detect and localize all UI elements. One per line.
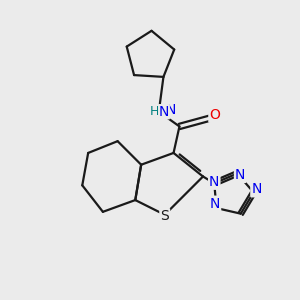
- Text: N: N: [251, 182, 262, 197]
- Text: S: S: [160, 209, 169, 223]
- Text: H: H: [149, 105, 159, 118]
- Text: N: N: [235, 168, 245, 182]
- Text: N: N: [210, 197, 220, 211]
- Text: N: N: [209, 175, 220, 189]
- Text: N: N: [165, 103, 176, 117]
- Text: O: O: [209, 108, 220, 122]
- Text: N: N: [159, 105, 169, 119]
- Text: H: H: [148, 104, 158, 117]
